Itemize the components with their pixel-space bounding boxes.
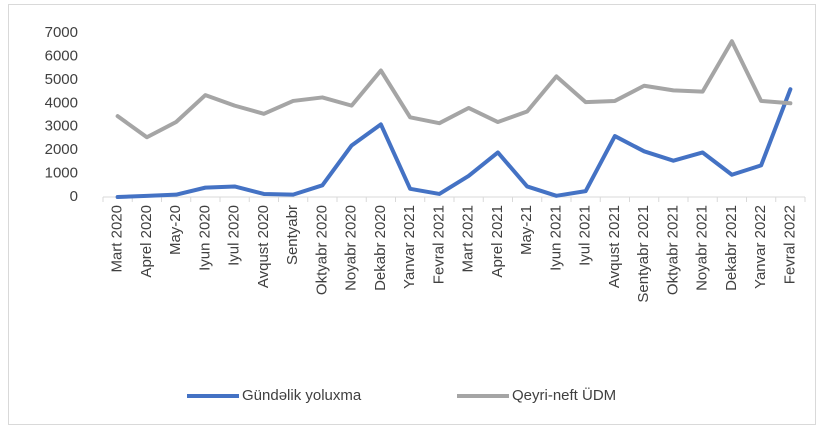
x-tick-label: Avqust 2020: [255, 205, 272, 288]
x-tick-label: Oktyabr 2020: [313, 205, 330, 295]
x-tick-label: May-21: [518, 205, 535, 255]
x-tick-label: Noyabr 2020: [343, 205, 360, 291]
x-tick-label: Noyabr 2021: [694, 205, 711, 291]
y-tick-label: 6000: [45, 47, 78, 64]
x-tick-label: Avqust 2021: [606, 205, 623, 288]
y-tick-label: 2000: [45, 141, 78, 158]
x-tick-label: Iyul 2020: [226, 205, 243, 266]
legend-label: Gündəlik yoluxma: [242, 387, 362, 404]
x-tick-label: May-20: [167, 205, 184, 255]
y-tick-label: 7000: [45, 24, 78, 41]
x-tick-label: Fevral 2021: [430, 205, 447, 284]
y-tick-label: 3000: [45, 118, 78, 135]
x-tick-label: Sentyabr 2021: [635, 205, 652, 303]
y-tick-label: 4000: [45, 94, 78, 111]
x-tick-label: Yanvar 2022: [752, 205, 769, 289]
x-tick-label: Iyun 2020: [196, 205, 213, 271]
x-tick-label: Iyun 2021: [547, 205, 564, 271]
y-tick-label: 1000: [45, 165, 78, 182]
chart-frame: [8, 4, 816, 425]
x-tick-label: Oktyabr 2021: [664, 205, 681, 295]
x-tick-label: Aprel 2021: [489, 205, 506, 278]
x-tick-label: Mart 2020: [109, 205, 126, 273]
x-tick-label: Aprel 2020: [138, 205, 155, 278]
x-tick-label: Dekabr 2020: [372, 205, 389, 291]
line-series: [115, 87, 793, 199]
line-series: [115, 39, 793, 140]
y-tick-label: 5000: [45, 71, 78, 88]
y-tick-label: 0: [70, 188, 78, 205]
x-tick-label: Mart 2021: [460, 205, 477, 273]
x-tick-label: Sentyabr: [284, 205, 301, 265]
x-tick-label: Dekabr 2021: [723, 205, 740, 291]
x-tick-label: Fevral 2022: [781, 205, 798, 284]
x-tick-label: Iyul 2021: [577, 205, 594, 266]
legend-label: Qeyri-neft ÜDM: [512, 386, 616, 404]
x-tick-label: Yanvar 2021: [401, 205, 418, 289]
